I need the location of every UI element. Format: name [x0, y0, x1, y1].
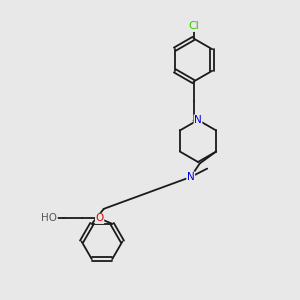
Text: O: O [95, 213, 104, 224]
Text: N: N [194, 115, 202, 125]
Text: HO: HO [41, 213, 57, 224]
Text: Cl: Cl [188, 21, 199, 32]
Text: N: N [187, 172, 195, 182]
